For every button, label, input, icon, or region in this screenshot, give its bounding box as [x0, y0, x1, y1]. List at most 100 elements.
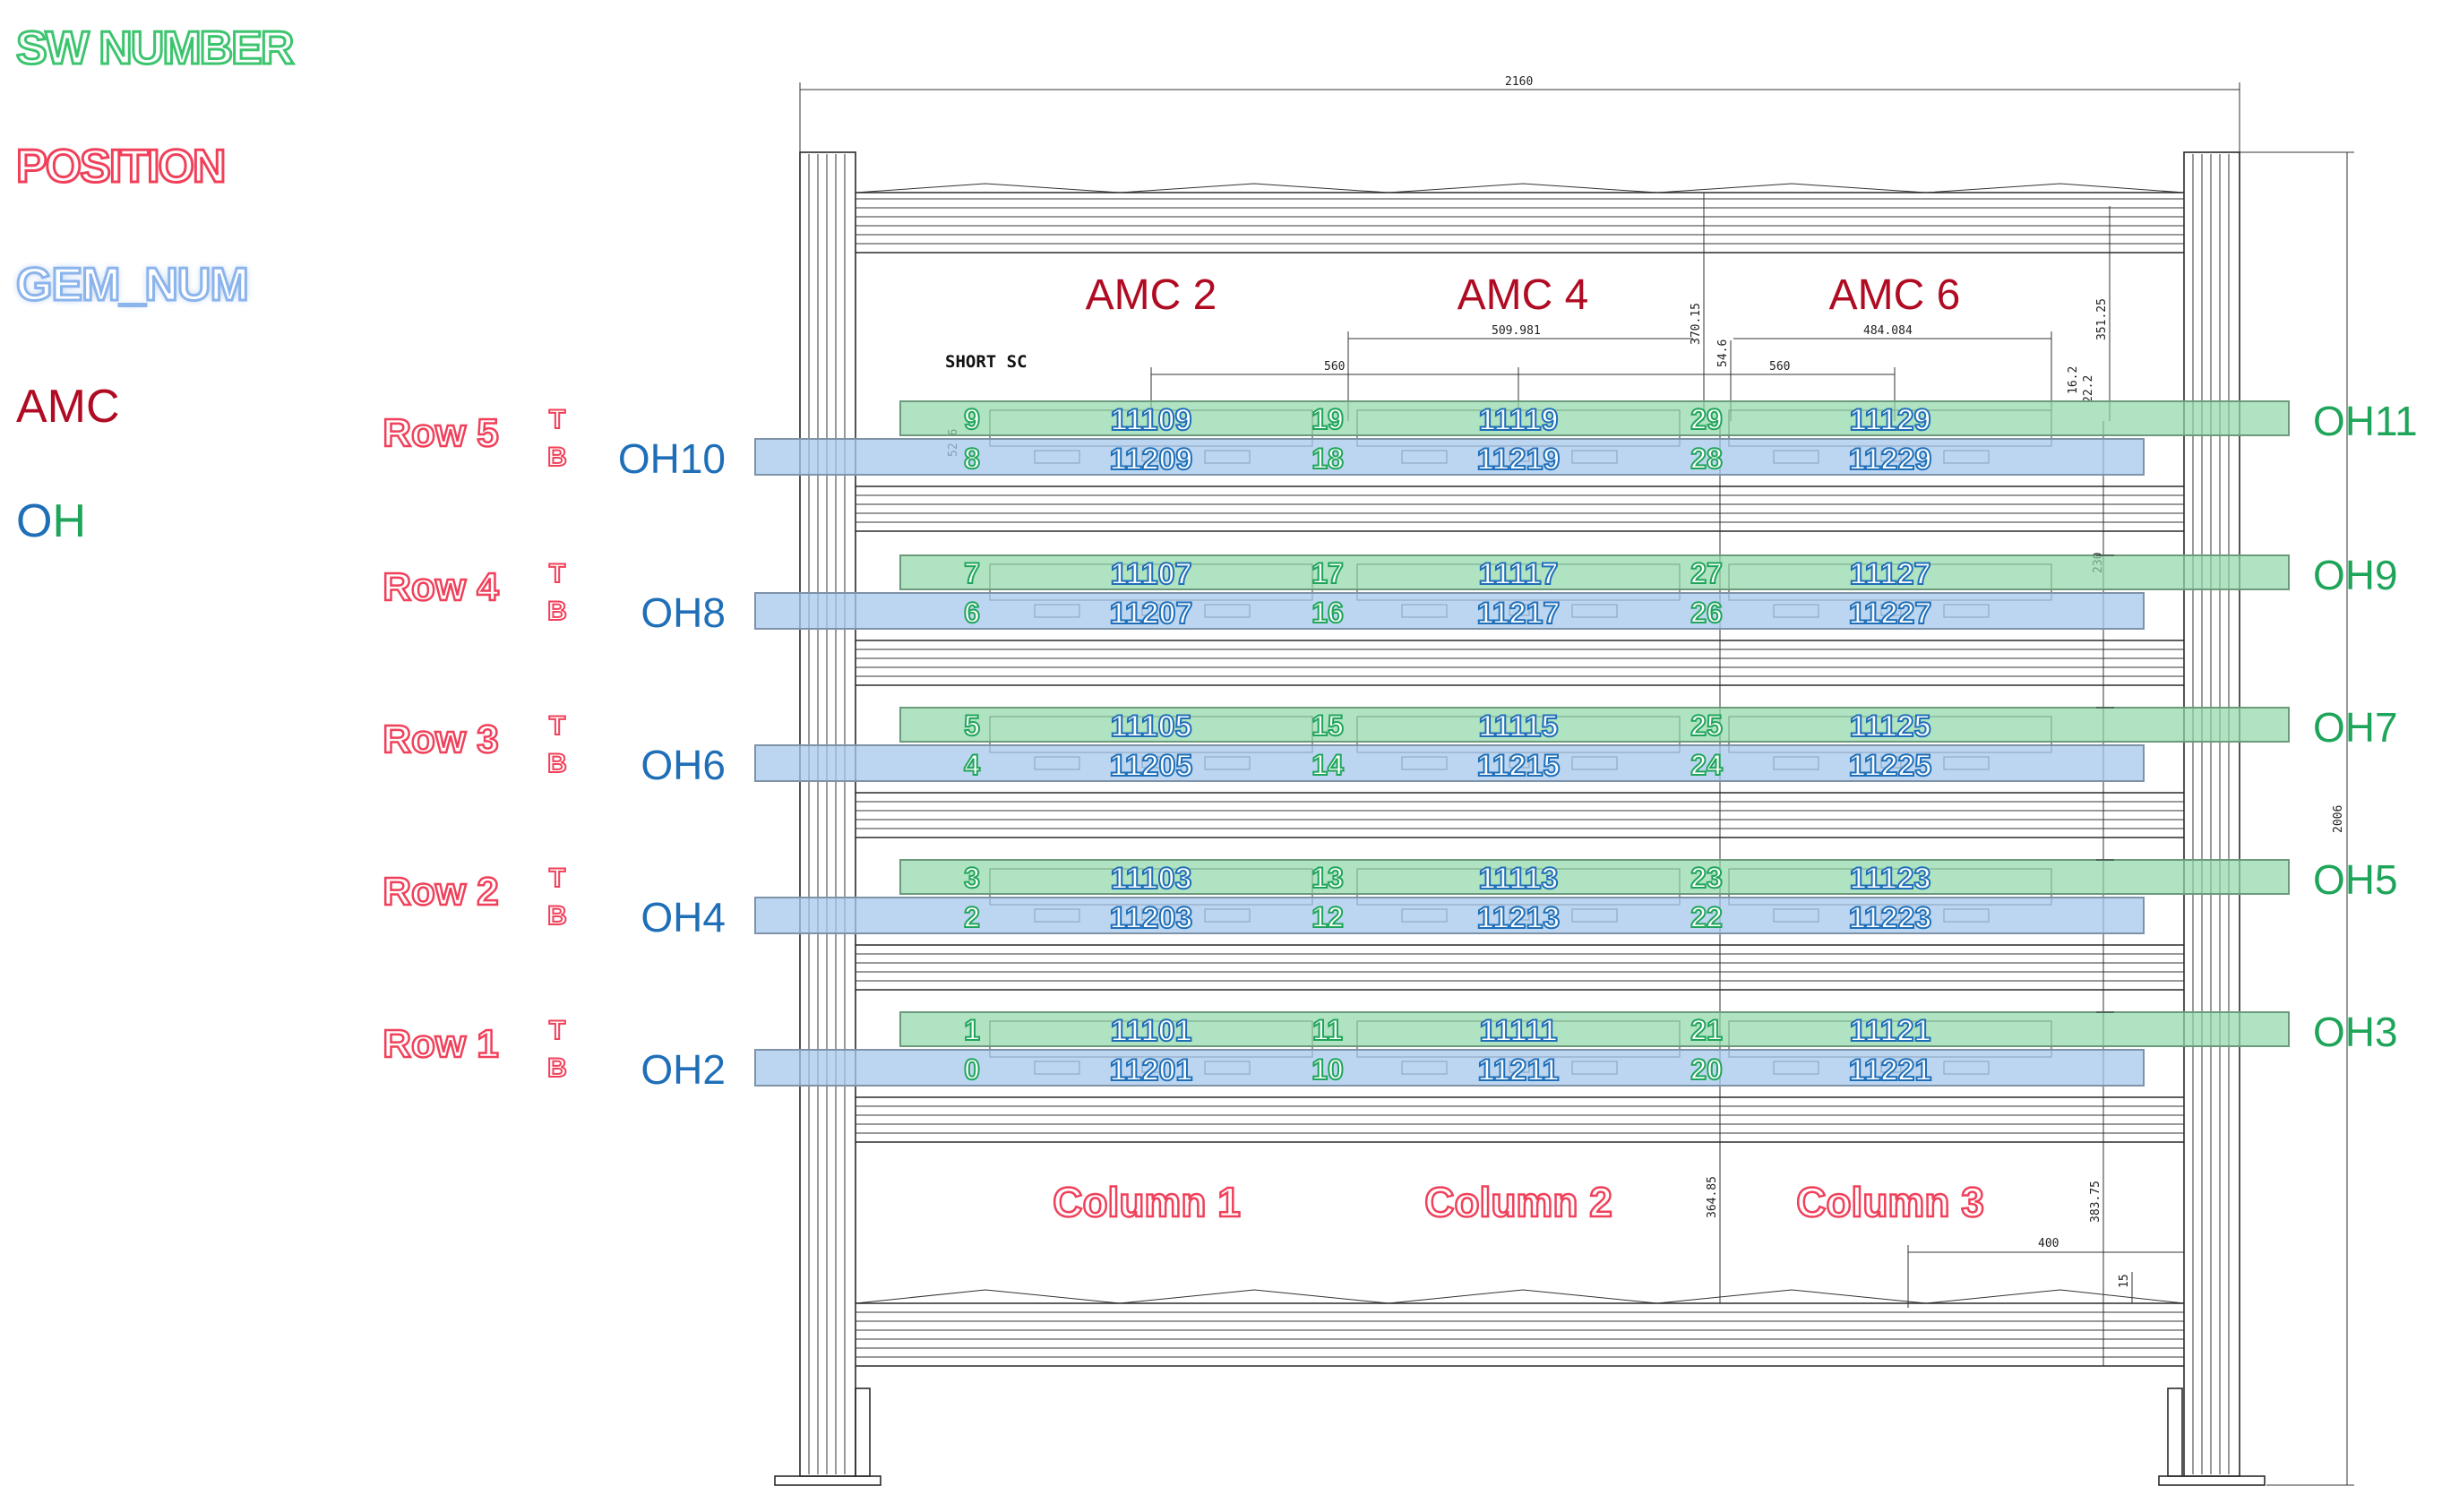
sw-number-top: 11 [1312, 1014, 1343, 1046]
gem-number-top: 11111 [1479, 1014, 1557, 1048]
top-oh-band [900, 401, 2289, 435]
row-bottom-marker: B [547, 442, 567, 472]
sw-number-top: 23 [1690, 862, 1723, 894]
sw-number-top: 5 [964, 709, 980, 742]
gem-number-top: 11105 [1111, 709, 1192, 743]
dim-22: 22.2 [2082, 375, 2095, 403]
top-rail [856, 184, 2184, 253]
dim-overall-height: 2006 [2332, 805, 2345, 833]
row-bottom-marker: B [547, 901, 567, 931]
gem-number-bottom: 11205 [1110, 749, 1193, 783]
sw-number-top: 27 [1690, 557, 1723, 589]
sw-number-bottom: 16 [1311, 597, 1344, 629]
gem-number-top: 11117 [1479, 557, 1559, 591]
row-bottom-marker: B [547, 1053, 567, 1083]
sw-number-bottom: 6 [964, 597, 980, 629]
oh-right-label: OH5 [2313, 856, 2398, 903]
row-top-marker: T [549, 863, 565, 893]
gem-number-bottom: 11223 [1849, 901, 1932, 935]
sw-number-top: 25 [1690, 709, 1723, 742]
amc-label: AMC 6 [1829, 271, 1961, 319]
amc-label: AMC 4 [1457, 271, 1589, 319]
top-oh-band [900, 860, 2289, 894]
gem-number-top: 11113 [1479, 862, 1559, 896]
sw-number-top: 13 [1311, 862, 1344, 894]
sw-number-bottom: 18 [1311, 442, 1344, 475]
row-label: Row 2 [383, 870, 499, 914]
gem-number-top: 11121 [1850, 1014, 1931, 1048]
column-label: Column 3 [1796, 1179, 1984, 1225]
row-top-marker: T [549, 405, 565, 434]
row-top-marker: T [549, 711, 565, 741]
dim-560a: 560 [1324, 360, 1345, 374]
gem-number-top: 11109 [1111, 403, 1192, 437]
sw-number-bottom: 24 [1690, 749, 1723, 781]
gem-number-top: 11129 [1850, 403, 1931, 437]
gem-number-top: 11103 [1111, 862, 1192, 896]
dim-383: 383.75 [2089, 1181, 2102, 1223]
gem-number-top: 11115 [1479, 709, 1559, 743]
gem-number-bottom: 11229 [1849, 442, 1932, 477]
sw-number-bottom: 8 [964, 442, 980, 475]
dim-509: 509.981 [1492, 324, 1541, 338]
gem-number-bottom: 11217 [1477, 597, 1561, 631]
oh-left-label: OH4 [641, 894, 726, 941]
sw-number-top: 19 [1311, 403, 1344, 435]
dim-overall-width: 2160 [1505, 75, 1533, 89]
dim-400: 400 [2038, 1237, 2059, 1250]
column-label: Column 2 [1424, 1179, 1612, 1225]
right-post [856, 152, 2265, 1485]
row-bottom-marker: B [547, 597, 567, 626]
bottom-rail [856, 1290, 2184, 1366]
dim-370: 370.15 [1690, 303, 1703, 345]
gem-number-bottom: 11215 [1477, 749, 1561, 783]
oh-left-label: OH6 [641, 742, 726, 788]
dim-54: 54.6 [1716, 339, 1730, 367]
oh-left-label: OH8 [641, 589, 726, 636]
gem-number-top: 11101 [1111, 1014, 1192, 1048]
oh-right-label: OH3 [2313, 1009, 2398, 1055]
gem-number-bottom: 11201 [1110, 1053, 1193, 1087]
sw-number-bottom: 12 [1311, 901, 1344, 933]
sw-number-top: 21 [1690, 1014, 1723, 1046]
top-oh-band [900, 555, 2289, 589]
short-sc-label: SHORT SC [945, 352, 1028, 372]
gem-number-top: 11123 [1850, 862, 1931, 896]
amc-labels: AMC 2 AMC 4 AMC 6 [1086, 271, 1961, 319]
gem-number-bottom: 11227 [1849, 597, 1932, 631]
sw-number-bottom: 20 [1690, 1053, 1723, 1086]
sw-number-bottom: 2 [964, 901, 980, 933]
gem-number-bottom: 11211 [1478, 1053, 1560, 1087]
sw-number-top: 29 [1690, 403, 1723, 435]
sw-number-bottom: 28 [1690, 442, 1723, 475]
sw-number-bottom: 22 [1690, 901, 1723, 933]
row-top-marker: T [549, 1016, 565, 1045]
sw-number-top: 15 [1311, 709, 1344, 742]
dim-364: 364.85 [1706, 1176, 1719, 1218]
column-labels: Column 1 Column 2 Column 3 [1053, 1179, 1984, 1225]
dim-560b: 560 [1769, 360, 1790, 374]
sw-number-bottom: 14 [1311, 749, 1344, 781]
sw-number-top: 1 [964, 1014, 980, 1046]
row-label: Row 1 [383, 1022, 499, 1066]
gem-number-bottom: 11225 [1849, 749, 1932, 783]
top-oh-band [900, 708, 2289, 742]
gem-number-top: 11107 [1111, 557, 1192, 591]
gem-number-top: 11125 [1850, 709, 1931, 743]
sw-number-bottom: 26 [1690, 597, 1723, 629]
oh-right-label: OH9 [2313, 552, 2398, 598]
dim-15: 15 [2118, 1274, 2131, 1288]
gem-number-top: 11119 [1479, 403, 1559, 437]
row-bottom-marker: B [547, 749, 567, 778]
gem-number-top: 11127 [1850, 557, 1931, 591]
sw-number-top: 9 [964, 403, 980, 435]
sw-number-top: 17 [1311, 557, 1344, 589]
gem-number-bottom: 11219 [1477, 442, 1561, 477]
row-label: Row 5 [383, 411, 499, 455]
gem-number-bottom: 11221 [1849, 1053, 1932, 1087]
row-top-marker: T [549, 559, 565, 588]
dim-16: 16.2 [2067, 366, 2080, 394]
oh-left-label: OH10 [618, 435, 726, 482]
sw-number-top: 3 [964, 862, 980, 894]
